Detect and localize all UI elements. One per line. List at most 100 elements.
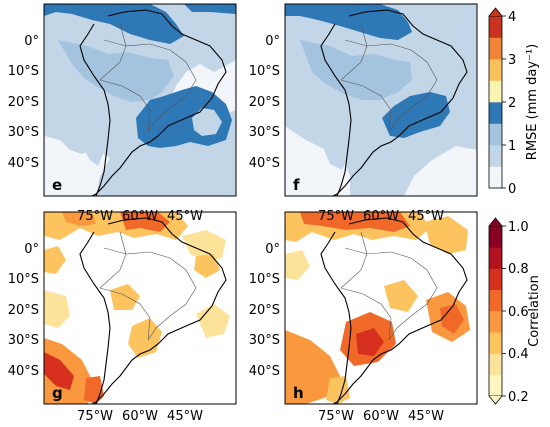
country-borders	[99, 231, 197, 341]
border-line	[340, 23, 368, 81]
lon-tick: 75°W	[318, 409, 354, 424]
panel-frame	[284, 3, 478, 197]
colorbar-block	[489, 332, 502, 354]
colorbar-tick-label: 4	[508, 10, 516, 25]
south-america-coastline	[91, 9, 227, 196]
rmse-mid-band	[300, 40, 412, 100]
map-lines	[79, 9, 227, 196]
colorbar-block	[489, 145, 502, 167]
lat-tick: 10°S	[8, 64, 39, 79]
south-america-west-coast	[320, 231, 352, 404]
lon-tick: 45°W	[408, 409, 444, 424]
lat-labels-f: 0° 10°S 20°S 30°S 40°S	[249, 34, 280, 171]
colorbar-tick-label: 0.6	[508, 305, 529, 320]
colorbar-block	[489, 37, 502, 60]
lat-tick: 30°S	[249, 333, 280, 348]
rmse-light-andes	[324, 146, 348, 170]
border-line	[340, 231, 368, 289]
south-america-coastline	[332, 9, 468, 196]
colorbar-block	[489, 247, 502, 269]
map-lines	[320, 9, 468, 196]
corr-patch-atlantic	[196, 304, 230, 338]
border-line	[103, 39, 197, 133]
panel-letter-g: g	[52, 384, 63, 402]
colorbar-tick-label: 2	[508, 96, 516, 111]
lon-tick: 75°W	[77, 409, 113, 424]
lon-tick: 60°W	[122, 409, 158, 424]
lat-tick: 20°S	[8, 95, 39, 110]
lon-tick: 60°W	[363, 209, 399, 224]
lat-tick: 10°S	[249, 272, 280, 287]
rmse-light-andes	[84, 146, 104, 166]
lon-tick: 45°W	[167, 209, 203, 224]
corr-patch-southeast-strong	[440, 304, 464, 334]
colorbar-tick-label: 0	[508, 182, 516, 197]
corr-patch-center	[384, 280, 418, 312]
map-lines	[79, 217, 227, 404]
rmse-colorbar-label: RMSE (mm day⁻¹)	[525, 44, 540, 160]
rmse-dark-north-strip	[184, 4, 236, 14]
correlation-colorbar-label: Correlation	[527, 275, 542, 347]
correlation-colorbar-ticks: 0.2 0.4 0.6 0.8 1.0	[502, 220, 529, 405]
lat-tick: 0°	[24, 34, 39, 49]
panel-e	[44, 4, 236, 196]
corr-patch-southwest-strong	[44, 352, 74, 390]
colorbar-block	[489, 123, 502, 146]
rmse-colorbar-blocks	[489, 16, 502, 189]
panel-frame	[43, 3, 237, 197]
border-line	[340, 287, 392, 341]
lat-tick: 10°S	[8, 272, 39, 287]
map-lines	[320, 217, 468, 404]
lon-tick: 75°W	[318, 209, 354, 224]
lat-labels-h: 0° 10°S 20°S 30°S 40°S	[249, 242, 280, 379]
panel-frame	[43, 211, 237, 405]
corr-patch-plata-core	[356, 328, 384, 356]
rmse-dark-north	[285, 4, 412, 40]
corr-patch-east	[182, 230, 226, 262]
colorbar-tick-label: 0.4	[508, 347, 529, 362]
lat-labels-e: 0° 10°S 20°S 30°S 40°S	[8, 34, 39, 171]
colorbar-tick-label: 0.8	[508, 262, 529, 277]
south-america-west-coast	[79, 231, 111, 404]
corr-patch-south-tip	[326, 376, 350, 404]
corr-patch-pacific	[44, 290, 70, 328]
colorbar-extend-arrow-top	[488, 217, 503, 227]
border-line	[344, 39, 438, 133]
lon-labels-top-left: 75°W 60°W 45°W	[77, 209, 203, 224]
lat-tick: 0°	[24, 242, 39, 257]
panel-g	[44, 212, 236, 404]
colorbar-tick-label: 1.0	[508, 220, 529, 235]
border-line	[99, 231, 127, 289]
lat-tick: 30°S	[8, 125, 39, 140]
corr-patch-north-strong	[120, 212, 170, 232]
border-line	[99, 79, 151, 133]
panel-letter-e: e	[52, 176, 62, 194]
lat-tick: 0°	[265, 242, 280, 257]
corr-patch-west	[285, 250, 310, 280]
corr-patch-east	[424, 216, 468, 254]
lon-labels-bottom-left: 75°W 60°W 45°W	[77, 409, 203, 424]
border-line	[99, 23, 127, 81]
border-line	[99, 287, 151, 341]
rmse-mid-band	[58, 40, 174, 102]
colorbar-tick-label: 3	[508, 53, 516, 68]
lat-tick: 20°S	[249, 95, 280, 110]
colorbar-block	[489, 59, 502, 81]
lon-labels-bottom-right: 75°W 60°W 45°W	[318, 409, 444, 424]
south-america-west-coast	[320, 23, 352, 196]
lat-tick: 30°S	[249, 125, 280, 140]
lon-tick: 45°W	[167, 409, 203, 424]
lon-tick: 75°W	[77, 209, 113, 224]
panel-letter-h: h	[293, 384, 304, 402]
south-america-west-coast	[79, 23, 111, 196]
corr-patch-east-2	[194, 254, 220, 278]
rmse-dark-plata	[382, 92, 450, 138]
colorbar-tick-label: 1	[508, 139, 516, 154]
colorbar-extend-arrow	[488, 7, 503, 17]
rmse-colorbar: 0 1 2 3 4 RMSE (mm day⁻¹)	[488, 7, 540, 197]
colorbar-block	[489, 374, 502, 397]
lat-tick: 0°	[265, 34, 280, 49]
south-america-coastline	[91, 217, 227, 404]
lat-tick: 40°S	[249, 364, 280, 379]
